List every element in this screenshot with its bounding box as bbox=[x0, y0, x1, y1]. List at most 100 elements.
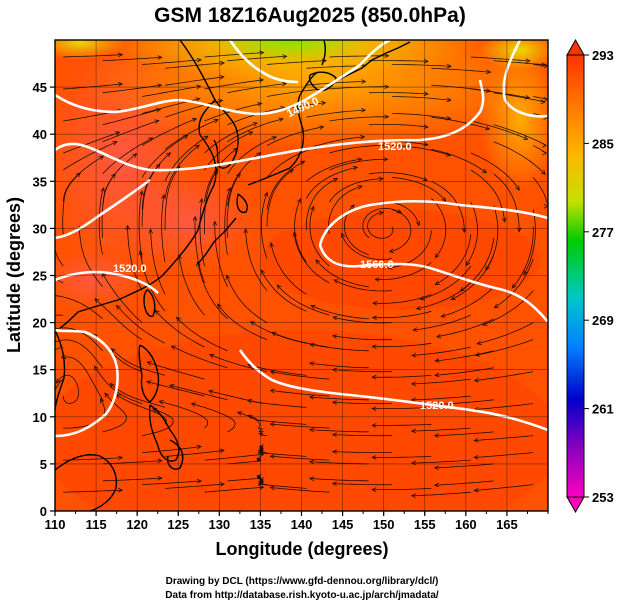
streamline-arrow bbox=[219, 75, 225, 80]
streamline bbox=[411, 491, 471, 497]
streamline-arrow bbox=[138, 250, 143, 256]
streamline bbox=[248, 415, 307, 425]
streamline-arrow bbox=[308, 476, 315, 482]
streamline bbox=[441, 286, 495, 317]
streamline-arrow bbox=[410, 397, 416, 403]
streamline-arrow bbox=[435, 333, 442, 339]
streamline bbox=[368, 124, 428, 128]
streamline bbox=[532, 177, 548, 207]
streamline bbox=[164, 166, 181, 231]
streamline bbox=[217, 303, 268, 340]
streamline-arrow bbox=[118, 52, 124, 58]
streamline bbox=[493, 141, 546, 175]
streamline-arrow bbox=[422, 176, 429, 182]
streamline-arrow bbox=[396, 208, 403, 214]
streamline bbox=[147, 361, 205, 380]
streamline bbox=[493, 60, 546, 66]
streamline-arrow bbox=[371, 455, 377, 460]
streamline bbox=[178, 255, 205, 316]
streamline-arrow bbox=[476, 340, 482, 346]
streamline-arrow bbox=[55, 340, 58, 343]
streamline-arrow bbox=[410, 493, 416, 498]
colorbar-ticks: 293 285 277 269 261 253 bbox=[584, 48, 614, 505]
streamline bbox=[102, 56, 162, 62]
streamline-arrow bbox=[256, 474, 262, 479]
streamline-arrow bbox=[148, 228, 154, 234]
streamline bbox=[266, 169, 294, 227]
streamline-arrow bbox=[433, 482, 440, 488]
streamline bbox=[261, 192, 268, 259]
cool-patch-nw bbox=[55, 40, 125, 60]
coastline-hokkaido bbox=[308, 71, 337, 92]
streamline-arrow bbox=[384, 84, 390, 90]
streamline-arrow bbox=[269, 370, 276, 375]
streamline-arrow bbox=[434, 280, 440, 285]
streamline bbox=[227, 136, 277, 175]
streamline-arrow bbox=[473, 487, 479, 493]
streamline-arrow bbox=[493, 303, 499, 309]
streamline bbox=[329, 145, 389, 154]
streamline bbox=[372, 375, 432, 378]
streamline bbox=[227, 118, 284, 143]
streamline bbox=[194, 216, 205, 284]
coastline-indochina bbox=[55, 329, 66, 411]
streamline bbox=[460, 237, 495, 292]
streamline-arrow bbox=[196, 478, 203, 484]
x-tick-label: 160 bbox=[455, 517, 477, 532]
streamline-arrow bbox=[110, 348, 116, 354]
streamline-arrow bbox=[310, 304, 316, 310]
streamline-arrow bbox=[55, 348, 58, 351]
hot-patch-japan bbox=[120, 170, 260, 270]
streamline bbox=[420, 265, 472, 300]
streamline-arrow bbox=[331, 432, 338, 438]
x-tick-label: 115 bbox=[86, 517, 107, 532]
streamline-arrow bbox=[446, 63, 452, 69]
streamline bbox=[391, 64, 452, 67]
streamline-arrow bbox=[157, 55, 163, 60]
streamline bbox=[227, 475, 261, 482]
streamline bbox=[391, 113, 451, 120]
streamline bbox=[434, 399, 494, 406]
streamline bbox=[270, 487, 330, 493]
streamline-arrow bbox=[260, 269, 266, 275]
streamline-arrow bbox=[331, 481, 338, 486]
streamline bbox=[474, 484, 534, 491]
streamline bbox=[434, 367, 494, 376]
streamline-arrow bbox=[236, 172, 241, 178]
streamline bbox=[309, 362, 369, 369]
streamline-arrow bbox=[55, 314, 57, 317]
streamline-arrow bbox=[516, 227, 522, 233]
streamline bbox=[204, 122, 258, 154]
streamline-arrow bbox=[256, 456, 262, 462]
streamline bbox=[260, 269, 307, 312]
streamline bbox=[493, 124, 547, 146]
streamline-arrow bbox=[433, 433, 439, 438]
streamline-arrow bbox=[170, 345, 177, 350]
streamline bbox=[375, 261, 432, 281]
streamline-arrow bbox=[411, 352, 417, 358]
streamline-arrow bbox=[257, 102, 263, 107]
streamline-arrow bbox=[212, 220, 218, 226]
streamline bbox=[271, 332, 330, 348]
y-tick-label: 40 bbox=[33, 127, 47, 142]
streamline bbox=[533, 96, 548, 100]
streamline bbox=[477, 322, 534, 345]
streamline bbox=[315, 259, 369, 288]
streamline-arrow bbox=[383, 156, 389, 162]
streamline-arrow bbox=[410, 428, 416, 434]
streamline bbox=[116, 305, 166, 344]
x-tick-label: 135 bbox=[250, 517, 272, 532]
streamline-arrow bbox=[246, 398, 253, 404]
streamline-arrow bbox=[374, 277, 380, 282]
x-tick-label: 110 bbox=[45, 517, 66, 532]
streamline-arrow bbox=[360, 108, 367, 113]
streamline-arrow bbox=[333, 279, 339, 284]
streamline bbox=[431, 180, 465, 233]
streamline bbox=[388, 230, 432, 269]
streamline-arrow bbox=[257, 481, 264, 486]
streamline-arrow bbox=[157, 458, 163, 464]
warm-patch-subtropical-high bbox=[260, 210, 540, 310]
streamline-arrow bbox=[165, 152, 172, 158]
streamline bbox=[306, 136, 365, 150]
streamline bbox=[309, 396, 369, 401]
